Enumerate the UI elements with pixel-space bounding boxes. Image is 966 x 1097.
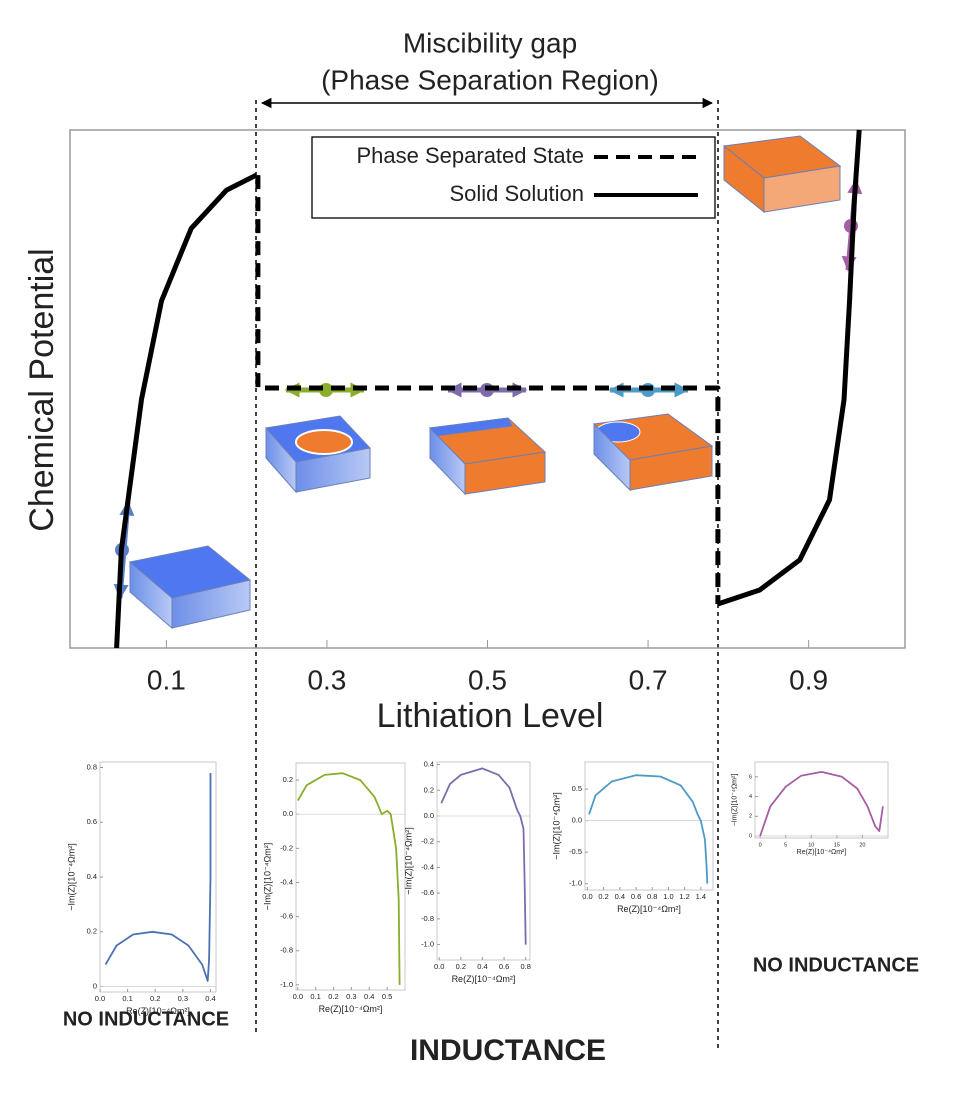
x-tick-label: 0.4 [364,992,374,1001]
x-axis-label: Re(Z)[10⁻⁴Ωm²] [126,1006,190,1016]
y-tick-label: -1.0 [280,980,293,989]
y-tick-label: 0.0 [424,811,434,820]
line-series [440,767,527,945]
y-tick-label: -0.8 [280,946,293,955]
x-tick-label: 1.2 [679,892,689,901]
y-tick-label: -0.2 [280,843,293,852]
y-tick-label: 0.0 [572,816,582,825]
y-tick-label: -0.8 [421,914,434,923]
x-tick-label: 0.0 [293,992,303,1001]
annotation: NO INDUCTANCE [63,1008,229,1030]
x-tick-label: 10 [808,842,814,848]
x-tick-label: 0.5 [382,992,392,1001]
y-tick-label: 0.2 [424,785,434,794]
x-tick-label: 0.5 [468,664,507,695]
y-tick-label: 0.8 [87,762,97,771]
x-axis-label: Lithiation Level [377,697,604,735]
x-tick-label: 0.2 [456,962,466,971]
y-tick-label: -0.2 [421,837,434,846]
y-tick-label: -0.4 [280,877,293,886]
x-tick-label: 0.9 [789,664,828,695]
y-tick-label: 0.4 [424,760,434,769]
x-tick-label: 15 [834,842,840,848]
x-tick-label: 0.6 [499,962,509,971]
y-tick-label: -0.6 [280,912,293,921]
y-tick-label: 4 [749,794,752,800]
x-tick-label: 0.2 [328,992,338,1001]
x-tick-label: 0.3 [307,664,346,695]
y-tick-label: 0.5 [572,784,582,793]
x-tick-label: 0.8 [647,892,657,901]
x-tick-label: 0.4 [477,962,487,971]
line-series [759,771,884,837]
annotation: INDUCTANCE [410,1034,606,1067]
y-tick-label: -1.0 [569,879,582,888]
line-series [588,774,709,884]
legend-box [311,136,716,219]
x-axis-label: Re(Z)[10⁻⁴Ωm²] [319,1004,383,1014]
y-axis-label: −Im(Z)[10⁻⁴Ωm²] [404,827,414,895]
line-series [255,175,721,604]
x-tick-label: 0.3 [346,992,356,1001]
chart-subtitle: (Phase Separation Region) [321,64,659,95]
x-tick-label: 0.0 [582,892,592,901]
y-axis-label: −Im(Z)[10⁻⁴Ωm²] [67,843,77,911]
y-axis-label: −Im(Z)[10⁻⁴Ωm²] [263,843,273,911]
blocks [128,135,842,630]
y-tick-label: -0.5 [569,847,582,856]
y-tick-label: 0.2 [283,775,293,784]
chart-title: Miscibility gap [403,27,577,58]
plot-frame [584,761,714,891]
x-tick-label: 20 [859,842,865,848]
y-tick-label: 0.4 [87,872,97,881]
line-series [297,772,401,985]
x-tick-label: 0.0 [95,994,105,1003]
y-axis-label: −Im(Z)[10⁻⁴Ωm²] [731,774,738,827]
y-tick-label: 0 [749,833,752,839]
plot-frame [295,762,406,991]
legend-label: Phase Separated State [357,143,585,168]
y-axis-label: Chemical Potential [23,248,61,531]
y-tick-label: -0.6 [421,888,434,897]
x-tick-label: 0.0 [434,962,444,971]
x-tick-label: 0 [759,842,762,848]
line-series [104,773,212,982]
line-series [114,129,862,649]
x-tick-label: 0.7 [629,664,668,695]
x-tick-label: 1.4 [696,892,706,901]
y-axis-label: −Im(Z)[10⁻⁴Ωm²] [552,792,562,860]
annotation: NO INDUCTANCE [753,954,919,976]
x-tick-label: 0.1 [310,992,320,1001]
x-axis-label: Re(Z)[10⁻⁴Ωm²] [797,849,847,856]
y-tick-label: 2 [749,814,752,820]
y-tick-label: 0.6 [87,817,97,826]
y-tick-label: -1.0 [421,940,434,949]
x-tick-label: 0.1 [147,664,186,695]
x-tick-label: 5 [784,842,787,848]
plot-frame [99,761,217,993]
legend-label: Solid Solution [449,181,584,206]
x-tick-label: 0.4 [205,994,215,1003]
x-tick-label: 0.2 [598,892,608,901]
x-tick-label: 0.1 [122,994,132,1003]
y-tick-label: 0.0 [283,809,293,818]
plot-frame [754,761,889,839]
x-tick-label: 0.6 [631,892,641,901]
x-tick-label: 0.4 [615,892,625,901]
x-tick-label: 0.8 [520,962,530,971]
x-tick-label: 0.3 [178,994,188,1003]
x-tick-label: 1.0 [663,892,673,901]
x-axis-label: Re(Z)[10⁻⁴Ωm²] [452,974,516,984]
x-axis-label: Re(Z)[10⁻⁴Ωm²] [617,904,681,914]
y-tick-label: 0.2 [87,927,97,936]
x-tick-label: 0.2 [150,994,160,1003]
y-tick-label: -0.4 [421,862,434,871]
y-tick-label: 6 [749,774,752,780]
plot-frame [436,761,531,961]
y-tick-label: 0 [93,982,97,991]
